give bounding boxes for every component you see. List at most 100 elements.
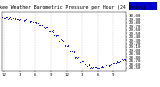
Point bbox=[108, 65, 111, 66]
Point bbox=[97, 67, 99, 69]
Point bbox=[5, 17, 8, 18]
Point bbox=[93, 67, 96, 68]
Point bbox=[114, 62, 117, 64]
Point bbox=[108, 65, 111, 67]
Point bbox=[62, 40, 64, 41]
Point bbox=[15, 18, 18, 19]
Point bbox=[15, 18, 18, 20]
Point bbox=[18, 19, 20, 21]
Point bbox=[58, 40, 61, 41]
Point bbox=[79, 61, 82, 63]
Point bbox=[43, 27, 45, 28]
Point bbox=[28, 20, 31, 21]
Point bbox=[52, 30, 54, 31]
Point bbox=[95, 66, 97, 68]
Point bbox=[114, 62, 117, 64]
Point bbox=[76, 57, 79, 58]
Point bbox=[77, 57, 80, 58]
Point bbox=[4, 17, 7, 18]
Point bbox=[67, 44, 69, 45]
Point bbox=[116, 61, 119, 62]
Point bbox=[36, 22, 39, 24]
Point bbox=[100, 67, 103, 68]
Point bbox=[6, 17, 9, 18]
Point bbox=[41, 24, 44, 25]
Point bbox=[87, 65, 90, 66]
Point bbox=[123, 59, 126, 60]
Point bbox=[18, 19, 21, 20]
Point bbox=[38, 25, 40, 26]
Point bbox=[30, 20, 32, 21]
Point bbox=[66, 45, 68, 46]
Point bbox=[101, 66, 103, 68]
Point bbox=[110, 64, 112, 65]
Point bbox=[12, 18, 15, 19]
Point bbox=[9, 17, 12, 18]
Point bbox=[124, 59, 127, 61]
Point bbox=[124, 59, 126, 60]
Point bbox=[74, 57, 77, 58]
Point bbox=[35, 21, 38, 23]
Point bbox=[72, 50, 75, 51]
Point bbox=[88, 64, 90, 66]
Point bbox=[60, 40, 63, 41]
Point bbox=[64, 44, 66, 46]
Point bbox=[119, 60, 122, 62]
Point bbox=[112, 63, 115, 64]
Point bbox=[64, 46, 67, 47]
Point bbox=[116, 61, 119, 62]
Point bbox=[10, 18, 12, 19]
Point bbox=[60, 39, 63, 40]
Point bbox=[98, 68, 100, 69]
Point bbox=[81, 60, 83, 61]
Point bbox=[121, 59, 123, 60]
Point bbox=[29, 21, 31, 22]
Point bbox=[46, 27, 48, 28]
Point bbox=[84, 64, 86, 65]
Text: Milwaukee Weather Barometric Pressure per Hour (24 Hours): Milwaukee Weather Barometric Pressure pe… bbox=[0, 5, 146, 10]
Point bbox=[39, 24, 42, 26]
Point bbox=[49, 30, 51, 31]
Point bbox=[3, 17, 5, 19]
Point bbox=[105, 65, 107, 66]
Point bbox=[74, 56, 76, 58]
Point bbox=[4, 17, 7, 19]
Point bbox=[33, 21, 36, 23]
Point bbox=[92, 66, 95, 68]
Point bbox=[48, 30, 50, 31]
Point bbox=[101, 66, 104, 67]
Point bbox=[79, 61, 81, 63]
Point bbox=[53, 34, 56, 35]
Point bbox=[38, 24, 41, 26]
Point bbox=[75, 57, 77, 58]
Point bbox=[24, 19, 27, 20]
Point bbox=[23, 20, 26, 21]
Point bbox=[101, 66, 104, 68]
Point bbox=[29, 20, 32, 22]
Point bbox=[56, 34, 59, 35]
Point bbox=[24, 19, 26, 21]
Point bbox=[28, 21, 31, 22]
Point bbox=[90, 67, 93, 69]
Point bbox=[18, 19, 20, 21]
Point bbox=[35, 22, 37, 23]
Point bbox=[69, 50, 72, 52]
Point bbox=[46, 26, 48, 27]
Point bbox=[40, 24, 43, 26]
Point bbox=[32, 21, 35, 23]
Point bbox=[121, 59, 124, 61]
Point bbox=[55, 35, 57, 37]
Point bbox=[107, 66, 110, 67]
Point bbox=[95, 67, 98, 68]
Point bbox=[51, 30, 54, 32]
Point bbox=[70, 50, 73, 51]
Point bbox=[115, 61, 118, 62]
Point bbox=[118, 62, 120, 63]
Point bbox=[14, 18, 16, 19]
Point bbox=[1, 17, 4, 18]
Point bbox=[100, 66, 102, 68]
Point bbox=[109, 65, 112, 66]
Point bbox=[82, 60, 84, 62]
Point bbox=[7, 18, 10, 20]
Point bbox=[55, 35, 58, 36]
